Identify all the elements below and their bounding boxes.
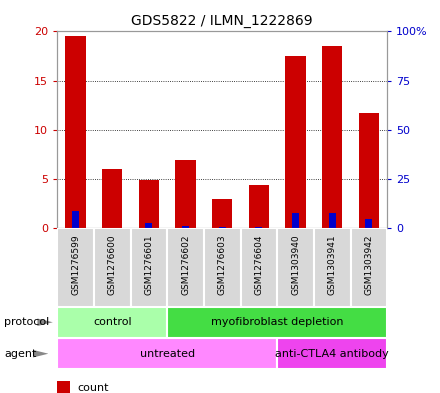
Bar xyxy=(277,338,387,369)
Bar xyxy=(292,213,299,228)
Text: GSM1303942: GSM1303942 xyxy=(364,234,374,295)
Text: GSM1303940: GSM1303940 xyxy=(291,234,300,295)
Bar xyxy=(72,211,79,228)
Polygon shape xyxy=(37,318,53,326)
Bar xyxy=(57,307,167,338)
Bar xyxy=(176,160,196,228)
Bar xyxy=(219,227,226,228)
Text: protocol: protocol xyxy=(4,317,50,327)
Bar xyxy=(249,185,269,228)
Bar xyxy=(351,228,387,307)
Text: GSM1276604: GSM1276604 xyxy=(254,234,264,295)
Text: GSM1276601: GSM1276601 xyxy=(144,234,154,295)
Bar xyxy=(329,213,336,228)
Bar xyxy=(359,113,379,228)
Bar xyxy=(57,381,70,393)
Bar xyxy=(131,228,167,307)
Bar xyxy=(241,228,277,307)
Bar xyxy=(66,37,86,228)
Text: GSM1276599: GSM1276599 xyxy=(71,234,80,295)
Text: GSM1276603: GSM1276603 xyxy=(218,234,227,295)
Bar xyxy=(182,226,189,228)
Text: count: count xyxy=(77,383,109,393)
Bar xyxy=(255,227,262,228)
Text: GSM1303941: GSM1303941 xyxy=(328,234,337,295)
Title: GDS5822 / ILMN_1222869: GDS5822 / ILMN_1222869 xyxy=(132,14,313,28)
Text: control: control xyxy=(93,317,132,327)
Bar xyxy=(286,56,306,228)
Bar xyxy=(204,228,241,307)
Bar xyxy=(365,219,372,228)
Bar xyxy=(139,180,159,228)
Bar xyxy=(57,228,94,307)
Bar xyxy=(277,228,314,307)
Bar xyxy=(57,338,277,369)
Text: GSM1276600: GSM1276600 xyxy=(108,234,117,295)
Text: untreated: untreated xyxy=(139,349,195,359)
Bar xyxy=(145,223,152,228)
Bar xyxy=(212,199,232,228)
Bar xyxy=(102,169,122,228)
Polygon shape xyxy=(33,350,48,358)
Bar xyxy=(322,46,342,228)
Bar xyxy=(94,228,131,307)
Bar xyxy=(167,228,204,307)
Bar xyxy=(314,228,351,307)
Text: agent: agent xyxy=(4,349,37,359)
Text: GSM1276602: GSM1276602 xyxy=(181,234,190,295)
Bar xyxy=(167,307,387,338)
Text: anti-CTLA4 antibody: anti-CTLA4 antibody xyxy=(275,349,389,359)
Text: myofibroblast depletion: myofibroblast depletion xyxy=(211,317,344,327)
